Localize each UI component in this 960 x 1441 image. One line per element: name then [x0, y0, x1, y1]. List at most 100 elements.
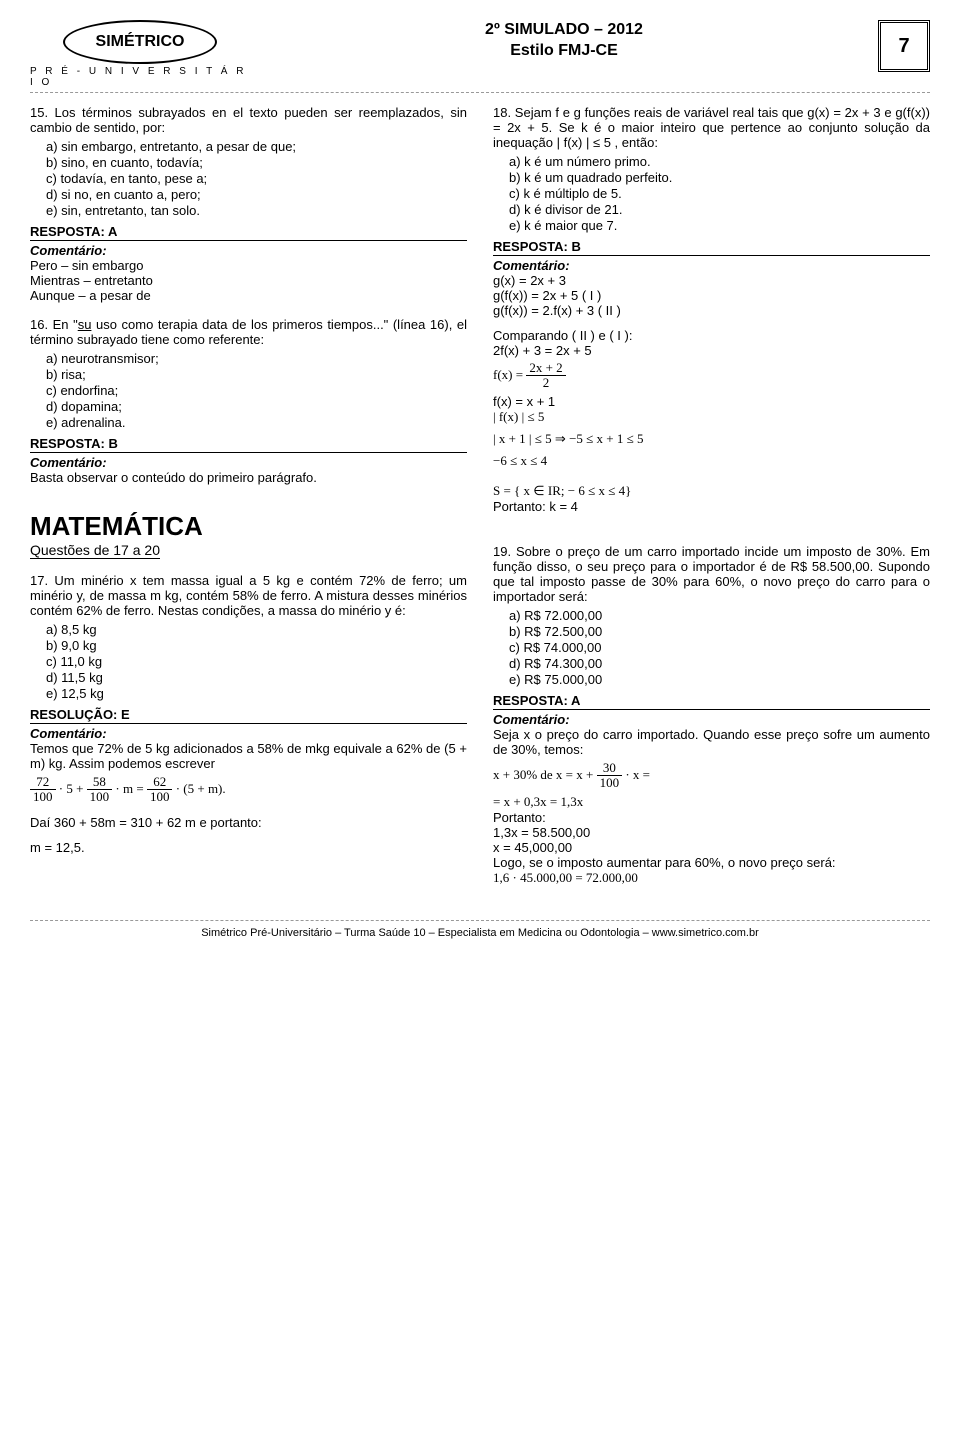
q17-mid1: · 5 +: [59, 781, 84, 796]
q19-c4: 1,3x = 58.500,00: [493, 825, 930, 840]
q17-options: a) 8,5 kg b) 9,0 kg c) 11,0 kg d) 11,5 k…: [46, 622, 467, 701]
q17-text: 17. Um minério x tem massa igual a 5 kg …: [30, 573, 467, 618]
q18-eq: f(x) = 2x + 22: [493, 361, 930, 391]
q17-d1: 100: [30, 790, 56, 804]
q18-l4: Comparando ( II ) e ( I ):: [493, 328, 930, 343]
q19-opt-d: d) R$ 74.300,00: [509, 656, 930, 671]
q15-answer: RESPOSTA: A: [30, 224, 467, 241]
q18-opt-b: b) k é um quadrado perfeito.: [509, 170, 930, 185]
q17-opt-b: b) 9,0 kg: [46, 638, 467, 653]
q19-opt-c: c) R$ 74.000,00: [509, 640, 930, 655]
q19-eq: x + 30% de x = x + 30100 · x =: [493, 761, 930, 791]
logo-text: SIMÉTRICO: [96, 33, 185, 51]
q19-eq-pre: x + 30% de x = x +: [493, 766, 593, 781]
q18-l6: f(x) = x + 1: [493, 394, 930, 409]
q16-comment: Basta observar o conteúdo do primeiro pa…: [30, 470, 467, 485]
q15-comment-label: Comentário:: [30, 243, 467, 258]
q18-comment-label: Comentário:: [493, 258, 930, 273]
q18-options: a) k é um número primo. b) k é um quadra…: [509, 154, 930, 233]
q18-l1: g(x) = 2x + 3: [493, 273, 930, 288]
q19-eq-den: 100: [597, 776, 623, 790]
q16-post: uso como terapia data de los primeros ti…: [30, 317, 467, 347]
q18-opt-a: a) k é um número primo.: [509, 154, 930, 169]
subject-range: Questões de 17 a 20: [30, 542, 160, 559]
q17-n2: 58: [87, 775, 113, 790]
q19-opt-b: b) R$ 72.500,00: [509, 624, 930, 639]
title-line-1: 2º SIMULADO – 2012: [250, 20, 878, 41]
q15-comment: Pero – sin embargo Mientras – entretanto…: [30, 258, 467, 303]
title-line-2: Estilo FMJ-CE: [250, 41, 878, 62]
left-column: 15. Los términos subrayados en el texto …: [30, 105, 467, 900]
q19-opt-a: a) R$ 72.000,00: [509, 608, 930, 623]
q15-com1: Pero – sin embargo: [30, 258, 467, 273]
q16-opt-b: b) risa;: [46, 367, 467, 382]
q18-l5: 2f(x) + 3 = 2x + 5: [493, 343, 930, 358]
q17-d2: 100: [87, 790, 113, 804]
q18-eq-den: 2: [526, 376, 565, 390]
q16-text: 16. En "su uso como terapia data de los …: [30, 317, 467, 347]
q19-c1: Seja x o preço do carro importado. Quand…: [493, 727, 930, 757]
q17-n1: 72: [30, 775, 56, 790]
q17-opt-c: c) 11,0 kg: [46, 654, 467, 669]
q16-opt-e: e) adrenalina.: [46, 415, 467, 430]
q16-opt-d: d) dopamina;: [46, 399, 467, 414]
q19-options: a) R$ 72.000,00 b) R$ 72.500,00 c) R$ 74…: [509, 608, 930, 687]
q19-c5: x = 45,000,00: [493, 840, 930, 855]
q15-com3: Aunque – a pesar de: [30, 288, 467, 303]
q18-opt-e: e) k é maior que 7.: [509, 218, 930, 233]
q18-l11: Portanto: k = 4: [493, 499, 930, 514]
q19-c7: 1,6 · 45.000,00 = 72.000,00: [493, 870, 930, 886]
q17-n3: 62: [147, 775, 173, 790]
logo-block: SIMÉTRICO P R É - U N I V E R S I T Á R …: [30, 20, 250, 88]
q19-text: 19. Sobre o preço de um carro importado …: [493, 544, 930, 604]
q18-comment: g(x) = 2x + 3 g(f(x)) = 2x + 5 ( I ) g(f…: [493, 273, 930, 514]
q17-com1: Temos que 72% de 5 kg adicionados a 58% …: [30, 741, 467, 771]
subject-title: MATEMÁTICA: [30, 511, 467, 542]
q15-opt-b: b) sino, en cuanto, todavía;: [46, 155, 467, 170]
q17-comment-label: Comentário:: [30, 726, 467, 741]
right-column: 18. Sejam f e g funções reais de variáve…: [493, 105, 930, 900]
q19-answer: RESPOSTA: A: [493, 693, 930, 710]
title-block: 2º SIMULADO – 2012 Estilo FMJ-CE: [250, 20, 878, 62]
q18-l9: −6 ≤ x ≤ 4: [493, 453, 930, 469]
q19-comment-label: Comentário:: [493, 712, 930, 727]
q18-eq-lhs: f(x) =: [493, 367, 523, 382]
q19-eq-num: 30: [597, 761, 623, 776]
q15-opt-d: d) si no, en cuanto a, pero;: [46, 187, 467, 202]
q17-comment: Temos que 72% de 5 kg adicionados a 58% …: [30, 741, 467, 855]
q19-c3: Portanto:: [493, 810, 930, 825]
q15-text: 15. Los términos subrayados en el texto …: [30, 105, 467, 135]
q17-d3: 100: [147, 790, 173, 804]
q18-l10: S = { x ∈ IR; − 6 ≤ x ≤ 4}: [493, 483, 930, 499]
q15-options: a) sin embargo, entretanto, a pesar de q…: [46, 139, 467, 218]
q16-comment-label: Comentário:: [30, 455, 467, 470]
q18-eq-num: 2x + 2: [526, 361, 565, 376]
q17-opt-a: a) 8,5 kg: [46, 622, 467, 637]
q17-com3: m = 12,5.: [30, 840, 467, 855]
q18-l2: g(f(x)) = 2x + 5 ( I ): [493, 288, 930, 303]
q17-equation: 72100 · 5 + 58100 · m = 62100 · (5 + m).: [30, 775, 467, 805]
q18-l7: | f(x) | ≤ 5: [493, 409, 930, 425]
q17-com2: Daí 360 + 58m = 310 + 62 m e portanto:: [30, 815, 467, 830]
q17-opt-e: e) 12,5 kg: [46, 686, 467, 701]
q16-underlined: su: [78, 317, 92, 332]
q18-l3: g(f(x)) = 2.f(x) + 3 ( II ): [493, 303, 930, 318]
q17-end: · (5 + m).: [176, 781, 226, 796]
q18-opt-c: c) k é múltiplo de 5.: [509, 186, 930, 201]
q16-opt-c: c) endorfina;: [46, 383, 467, 398]
question-17: 17. Um minério x tem massa igual a 5 kg …: [30, 573, 467, 855]
page-number-box: 7: [878, 20, 930, 72]
q17-opt-d: d) 11,5 kg: [46, 670, 467, 685]
q19-comment: Seja x o preço do carro importado. Quand…: [493, 727, 930, 887]
question-19: 19. Sobre o preço de um carro importado …: [493, 544, 930, 887]
q19-opt-e: e) R$ 75.000,00: [509, 672, 930, 687]
q17-answer: RESOLUÇÃO: E: [30, 707, 467, 724]
q16-options: a) neurotransmisor; b) risa; c) endorfin…: [46, 351, 467, 430]
page-header: SIMÉTRICO P R É - U N I V E R S I T Á R …: [30, 20, 930, 93]
q19-c2: = x + 0,3x = 1,3x: [493, 794, 930, 810]
q19-eq-post: · x =: [625, 766, 650, 781]
q15-opt-c: c) todavía, en tanto, pese a;: [46, 171, 467, 186]
q15-opt-a: a) sin embargo, entretanto, a pesar de q…: [46, 139, 467, 154]
question-15: 15. Los términos subrayados en el texto …: [30, 105, 467, 303]
q18-opt-d: d) k é divisor de 21.: [509, 202, 930, 217]
